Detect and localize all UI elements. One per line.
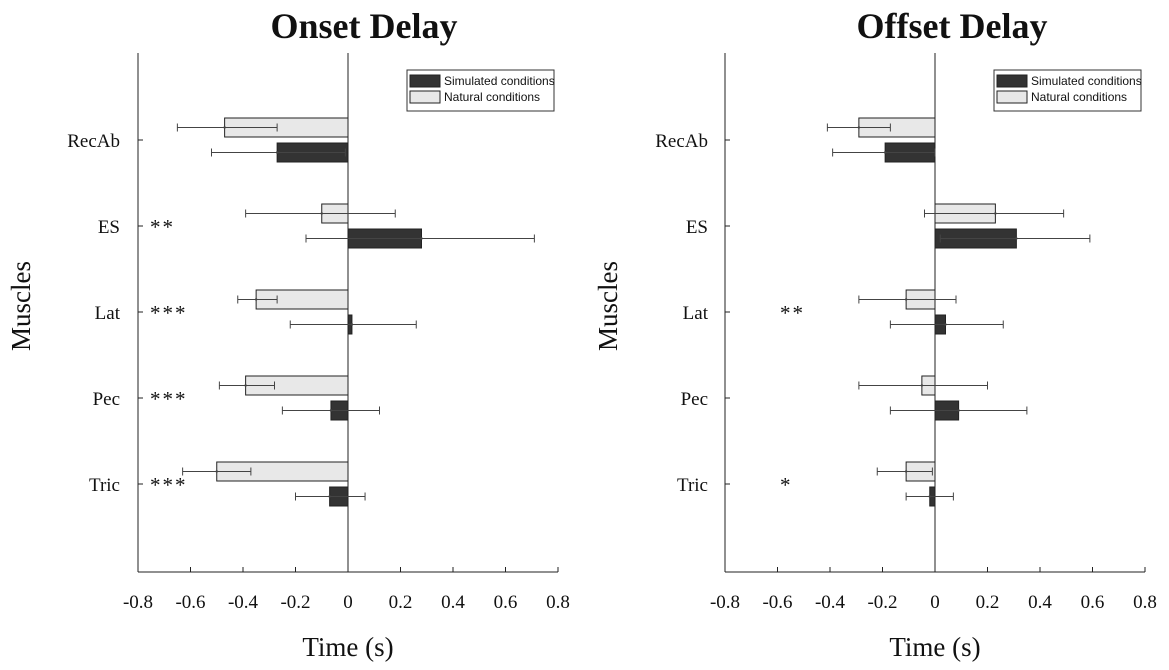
significance-marker: *** bbox=[150, 387, 188, 411]
x-tick-label: -0.4 bbox=[228, 592, 259, 613]
category-label: Tric bbox=[89, 475, 120, 496]
mean-marker bbox=[275, 151, 279, 154]
x-tick-label: -0.6 bbox=[175, 592, 205, 613]
mean-marker bbox=[328, 495, 331, 498]
onset-delay-panel: Onset Delay -0.8 -0.6 -0.4 -0.2 0 0.2 0.4 0.6 0.8… bbox=[6, 6, 570, 662]
significance-marker: *** bbox=[150, 473, 188, 497]
mean-marker bbox=[883, 151, 887, 154]
x-tick-label: -0.2 bbox=[280, 592, 310, 613]
mean-marker bbox=[994, 212, 997, 215]
x-tick-label: 0.2 bbox=[976, 592, 1000, 613]
category-label: RecAb bbox=[67, 131, 120, 152]
mean-marker bbox=[904, 470, 908, 473]
x-tick-label: 0.6 bbox=[1081, 592, 1105, 613]
mean-marker bbox=[320, 212, 323, 215]
mean-marker bbox=[928, 495, 931, 498]
mean-marker bbox=[904, 298, 908, 301]
legend-label: Natural conditions bbox=[444, 90, 540, 104]
category-label: Pec bbox=[681, 389, 708, 410]
significance-marker: *** bbox=[150, 301, 188, 325]
significance-marker: * bbox=[780, 473, 793, 497]
x-tick-label: -0.2 bbox=[867, 592, 897, 613]
x-tick-label: 0.4 bbox=[441, 592, 465, 613]
category-label: Pec bbox=[93, 389, 120, 410]
x-tick-label: 0.8 bbox=[1133, 592, 1157, 613]
legend-swatch-natural bbox=[996, 90, 1028, 104]
category-label: Lat bbox=[683, 303, 709, 324]
chart-title: Offset Delay bbox=[857, 6, 1048, 46]
mean-marker bbox=[329, 409, 333, 412]
offset-delay-panel: Offset Delay -0.8 -0.6 -0.4 -0.2 0 0.2 0.4 0.6 0.… bbox=[593, 6, 1157, 662]
mean-marker bbox=[957, 409, 960, 412]
significance-marker: ** bbox=[150, 215, 175, 239]
x-axis-label: Time (s) bbox=[302, 632, 393, 662]
category-label: Tric bbox=[677, 475, 708, 496]
mean-marker bbox=[215, 470, 218, 473]
x-tick-label: -0.8 bbox=[710, 592, 740, 613]
category-label: ES bbox=[98, 217, 120, 238]
legend-swatch-natural bbox=[409, 90, 441, 104]
x-tick-label: 0.4 bbox=[1028, 592, 1052, 613]
y-axis-label: Muscles bbox=[6, 261, 36, 351]
mean-marker bbox=[223, 126, 226, 129]
x-tick-label: 0 bbox=[930, 592, 940, 613]
x-tick-label: -0.4 bbox=[815, 592, 846, 613]
chart-title: Onset Delay bbox=[271, 6, 458, 46]
legend-swatch-simulated bbox=[409, 74, 441, 88]
legend-label: Natural conditions bbox=[1031, 90, 1127, 104]
mean-marker bbox=[1015, 237, 1018, 240]
y-axis-label: Muscles bbox=[593, 261, 623, 351]
x-tick-label: 0.6 bbox=[494, 592, 518, 613]
category-label: RecAb bbox=[655, 131, 708, 152]
category-label: Lat bbox=[95, 303, 121, 324]
x-tick-label: 0.2 bbox=[389, 592, 413, 613]
significance-marker: ** bbox=[780, 301, 805, 325]
x-tick-label: -0.6 bbox=[762, 592, 792, 613]
x-tick-label: 0 bbox=[343, 592, 353, 613]
category-label: ES bbox=[686, 217, 708, 238]
x-axis-label: Time (s) bbox=[889, 632, 980, 662]
legend-swatch-simulated bbox=[996, 74, 1028, 88]
mean-marker bbox=[254, 298, 258, 301]
mean-marker bbox=[920, 384, 924, 387]
legend-label: Simulated conditions bbox=[444, 74, 555, 88]
mean-marker bbox=[244, 384, 247, 387]
x-tick-label: -0.8 bbox=[123, 592, 153, 613]
legend-label: Simulated conditions bbox=[1031, 74, 1142, 88]
mean-marker bbox=[420, 237, 423, 240]
mean-marker bbox=[944, 323, 947, 326]
x-tick-label: 0.8 bbox=[546, 592, 570, 613]
mean-marker bbox=[857, 126, 861, 129]
mean-marker bbox=[350, 323, 354, 326]
